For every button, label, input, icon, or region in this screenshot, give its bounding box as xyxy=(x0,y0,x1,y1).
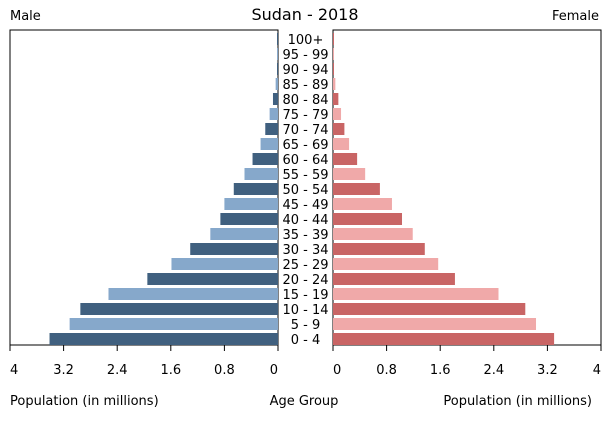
male-bar-3 xyxy=(275,78,278,90)
male-x-axis: 0 0.8 1.6 2.4 3.2 4 xyxy=(9,345,279,378)
age-group-label-19: 5 - 9 xyxy=(291,318,321,333)
male-bar-14 xyxy=(190,243,278,255)
male-bar-2 xyxy=(277,63,278,75)
female-tick-label-1: 0.8 xyxy=(376,363,397,378)
female-bars xyxy=(333,33,555,345)
age-group-label-1: 95 - 99 xyxy=(282,48,328,63)
age-group-label-16: 20 - 24 xyxy=(282,273,328,288)
male-bar-19 xyxy=(69,318,278,330)
male-bar-6 xyxy=(265,123,278,135)
age-group-label-10: 50 - 54 xyxy=(282,183,328,198)
age-group-label-4: 80 - 84 xyxy=(282,93,328,108)
age-group-label-5: 75 - 79 xyxy=(282,108,328,123)
male-header: Male xyxy=(10,9,41,24)
female-bar-5 xyxy=(333,108,342,120)
male-bar-9 xyxy=(244,168,278,180)
age-group-label-15: 25 - 29 xyxy=(282,258,328,273)
male-tick-label-2: 1.6 xyxy=(160,363,181,378)
female-bar-20 xyxy=(333,333,555,345)
male-bar-1 xyxy=(277,48,278,60)
male-bar-16 xyxy=(147,273,278,285)
male-bar-12 xyxy=(220,213,278,225)
male-x-axis-label: Population (in millions) xyxy=(10,394,159,409)
age-group-label-18: 10 - 14 xyxy=(282,303,328,318)
male-bars xyxy=(49,33,279,345)
female-tick-label-2: 1.6 xyxy=(430,363,451,378)
female-bar-8 xyxy=(333,153,358,165)
age-group-label-7: 65 - 69 xyxy=(282,138,328,153)
age-group-label-6: 70 - 74 xyxy=(282,123,328,138)
female-bar-15 xyxy=(333,258,439,270)
male-bar-11 xyxy=(224,198,278,210)
female-bar-7 xyxy=(333,138,350,150)
male-tick-label-4: 3.2 xyxy=(53,363,74,378)
male-tick-label-1: 0.8 xyxy=(214,363,235,378)
female-tick-label-0: 0 xyxy=(333,363,341,378)
male-bar-20 xyxy=(49,333,278,345)
female-header: Female xyxy=(552,9,599,24)
male-bar-8 xyxy=(252,153,278,165)
age-group-label-13: 35 - 39 xyxy=(282,228,328,243)
female-bar-19 xyxy=(333,318,537,330)
age-group-label-0: 100+ xyxy=(288,33,324,48)
male-bar-10 xyxy=(233,183,278,195)
age-group-label-17: 15 - 19 xyxy=(282,288,328,303)
female-bar-9 xyxy=(333,168,366,180)
male-bar-7 xyxy=(260,138,278,150)
female-bar-13 xyxy=(333,228,413,240)
age-group-label-8: 60 - 64 xyxy=(282,153,328,168)
age-group-label-12: 40 - 44 xyxy=(282,213,328,228)
age-group-label-14: 30 - 34 xyxy=(282,243,328,258)
age-group-axis-label: Age Group xyxy=(270,394,339,409)
female-bar-1 xyxy=(333,48,334,60)
age-group-label-11: 45 - 49 xyxy=(282,198,328,213)
age-group-label-9: 55 - 59 xyxy=(282,168,328,183)
male-bar-18 xyxy=(80,303,278,315)
female-bar-4 xyxy=(333,93,339,105)
age-group-label-20: 0 - 4 xyxy=(291,333,321,348)
chart-title: Sudan - 2018 xyxy=(251,5,358,24)
female-tick-label-3: 2.4 xyxy=(483,363,504,378)
female-bar-12 xyxy=(333,213,403,225)
female-bar-3 xyxy=(333,78,336,90)
male-tick-label-3: 2.4 xyxy=(107,363,128,378)
male-tick-label-5: 4 xyxy=(10,363,18,378)
female-bar-11 xyxy=(333,198,392,210)
female-x-axis-label: Population (in millions) xyxy=(443,394,592,409)
female-bar-17 xyxy=(333,288,499,300)
female-bar-6 xyxy=(333,123,345,135)
male-bar-5 xyxy=(269,108,278,120)
female-bar-0 xyxy=(333,33,334,45)
age-group-label-3: 85 - 89 xyxy=(282,78,328,93)
male-bar-4 xyxy=(272,93,278,105)
female-bar-10 xyxy=(333,183,380,195)
female-bar-2 xyxy=(333,63,334,75)
age-group-label-2: 90 - 94 xyxy=(282,63,328,78)
female-bar-16 xyxy=(333,273,455,285)
female-tick-label-5: 4 xyxy=(593,363,601,378)
female-tick-label-4: 3.2 xyxy=(537,363,558,378)
male-bar-0 xyxy=(277,33,278,45)
male-bar-13 xyxy=(210,228,278,240)
female-x-axis: 0 0.8 1.6 2.4 3.2 4 xyxy=(332,345,602,378)
male-bar-15 xyxy=(171,258,278,270)
female-bar-14 xyxy=(333,243,425,255)
male-tick-label-0: 0 xyxy=(270,363,278,378)
male-bar-17 xyxy=(108,288,279,300)
female-bar-18 xyxy=(333,303,526,315)
